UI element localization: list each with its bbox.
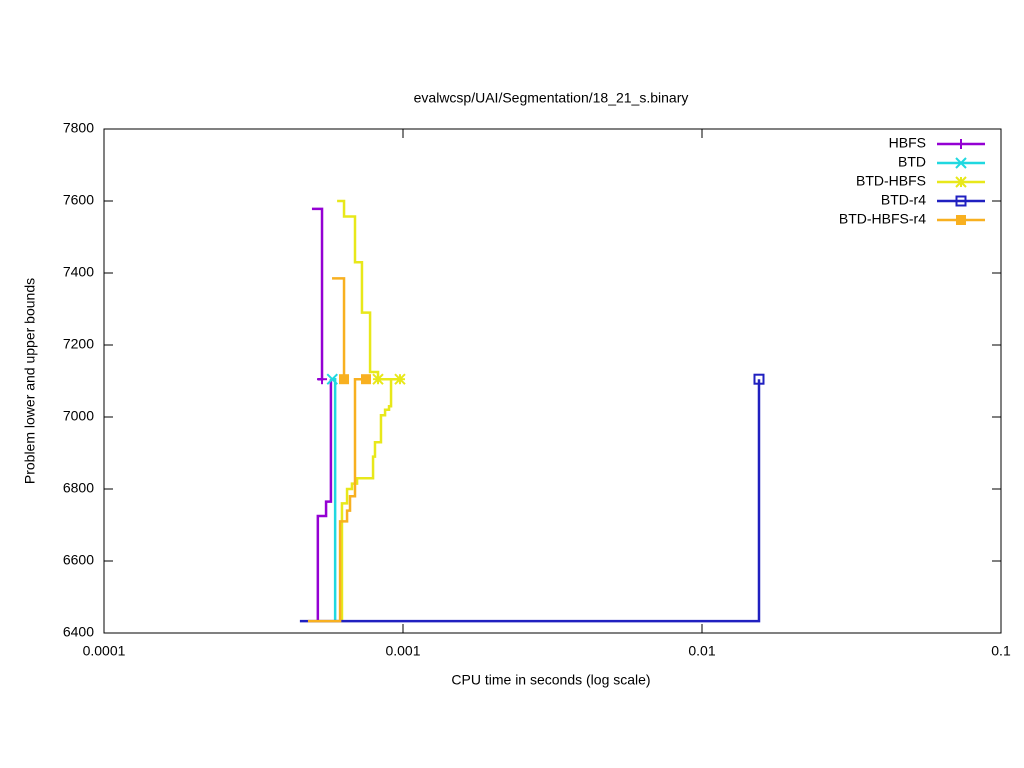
y-tick-label: 6600 [63,552,94,568]
y-tick-label: 6800 [63,480,94,496]
series-line [299,379,761,623]
y-tick-label: 7600 [63,192,94,208]
point-marker [955,195,967,207]
y-axis-label: Problem lower and upper bounds [22,278,38,484]
legend-label: BTD-HBFS-r4 [839,211,926,227]
marker-stroke [326,373,338,385]
y-tick-label: 7800 [63,120,94,136]
point-marker [317,374,328,385]
marker-stroke [955,157,967,169]
marker-stroke [339,374,350,385]
y-tick-label: 7200 [63,336,94,352]
legend-label: HBFS [889,135,926,151]
marker-stroke [956,215,966,225]
point-marker [955,176,967,188]
marker-stroke [372,373,384,385]
y-tick-label: 7000 [63,408,94,424]
y-tick-label: 6400 [63,624,94,640]
series-line [307,277,366,623]
point-marker [372,373,384,385]
marker-stroke [394,373,406,385]
x-tick-label: 0.01 [688,643,715,659]
marker-stroke [753,373,765,385]
legend-label: BTD [898,154,926,170]
x-tick-label: 0.001 [385,643,420,659]
point-marker [339,374,350,385]
chart-title: evalwcsp/UAI/Segmentation/18_21_s.binary [414,90,689,106]
x-tick-label: 0.1 [991,643,1011,659]
x-tick-label: 0.0001 [83,643,126,659]
marker-stroke [360,374,371,385]
point-marker [360,374,371,385]
point-marker [753,373,765,385]
plot-frame [103,128,1002,634]
y-tick-label: 7400 [63,264,94,280]
legend-label: BTD-r4 [881,192,926,208]
point-marker [956,215,966,225]
point-marker [394,373,406,385]
point-marker [956,139,966,149]
x-axis-label: CPU time in seconds (log scale) [451,672,650,688]
legend-label: BTD-HBFS [856,173,926,189]
point-marker [955,157,967,169]
point-marker [326,373,338,385]
marker-stroke [955,176,967,188]
series-line [337,199,400,622]
marker-stroke [955,195,967,207]
series-line [311,207,333,622]
